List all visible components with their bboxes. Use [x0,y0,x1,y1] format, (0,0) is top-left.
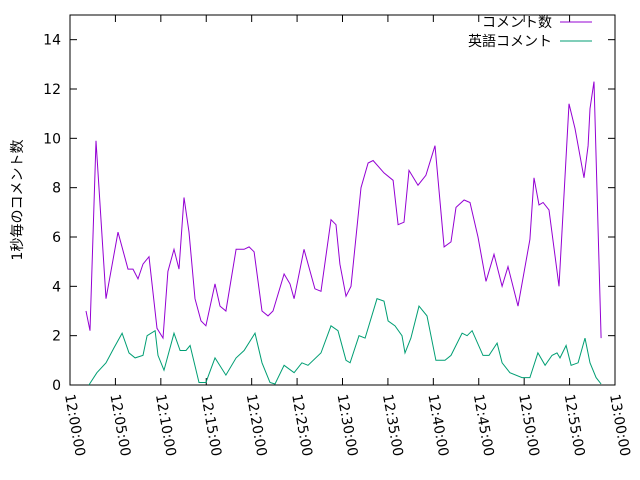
series-line [85,81,602,340]
y-tick-label: 0 [52,378,61,394]
x-tick-label: 12:30:00 [334,393,361,458]
x-tick-label: 12:20:00 [243,393,270,458]
x-tick-label: 12:40:00 [424,393,451,458]
x-tick-label: 12:00:00 [61,393,88,458]
y-axis-label: 1秒毎のコメント数 [10,140,26,261]
legend-label: コメント数 [482,15,552,31]
y-tick-label: 6 [52,230,61,246]
y-tick-label: 12 [43,82,61,98]
x-tick-label: 12:35:00 [379,393,406,458]
y-tick-label: 8 [52,181,61,197]
y-tick-label: 4 [52,279,61,295]
y-tick-label: 10 [43,131,61,147]
series-line [88,298,602,386]
x-tick-label: 12:50:00 [515,393,542,458]
y-tick-label: 14 [43,33,61,49]
y-tick-label: 2 [52,329,61,345]
x-tick-label: 12:15:00 [197,393,224,458]
plot-border [69,14,616,386]
x-tick-label: 12:10:00 [152,393,179,458]
x-tick-label: 12:55:00 [561,393,588,458]
x-tick-label: 12:25:00 [288,393,315,458]
x-tick-label: 12:05:00 [106,393,133,458]
x-tick-label: 12:45:00 [470,393,497,458]
legend-label: 英語コメント [468,33,552,50]
x-tick-label: 13:00:00 [606,393,633,458]
